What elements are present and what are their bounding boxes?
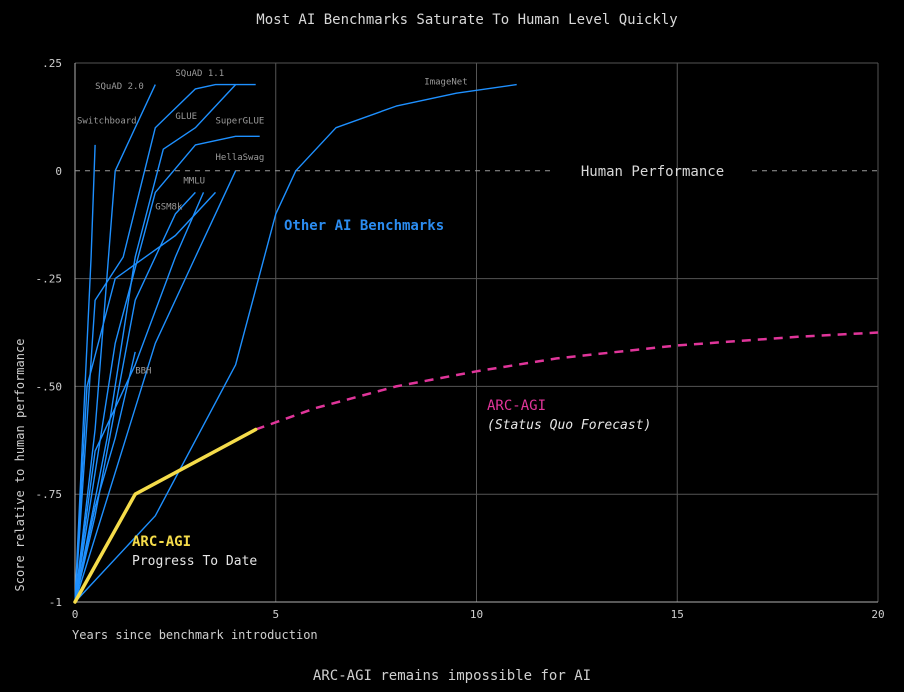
arc-forecast-sublabel: (Status Quo Forecast) (487, 418, 651, 433)
x-axis-label: Years since benchmark introduction (72, 628, 318, 642)
series-line-bbh (74, 351, 136, 603)
series-line-superglue (74, 135, 260, 603)
series-line-hellaswag (74, 170, 237, 603)
y-tick-label-0: 0 (55, 165, 62, 178)
benchmark-label-imagenet: ImageNet (424, 78, 467, 88)
arc-agi-forecast-line (255, 331, 879, 431)
series-line-imagenet (74, 83, 517, 603)
chart-footer: ARC-AGI remains impossible for AI (313, 668, 591, 684)
y-axis-label: Score relative to human performance (13, 339, 27, 592)
series-line-glue (74, 84, 237, 603)
benchmark-label-bbh: BBH (135, 366, 151, 376)
x-tick-label-0: 0 (72, 608, 79, 621)
x-tick-label-10: 10 (470, 608, 483, 621)
human-performance-label: Human Performance (581, 164, 724, 180)
y-tick-label-25: .25 (42, 57, 62, 70)
benchmark-label-squad-2-0: SQuAD 2.0 (95, 82, 144, 92)
benchmark-labels: Switchboard SQuAD 2.0 SQuAD 1.1 GLUE SuperGL… (77, 69, 468, 377)
x-tick-label-15: 15 (671, 608, 684, 621)
x-tick-label-20: 20 (871, 608, 884, 621)
y-tick-label-50: -.50 (36, 380, 63, 393)
arc-agi-series (73, 331, 879, 604)
series-line-gsm8k (74, 191, 196, 603)
benchmark-label-switchboard: Switchboard (77, 116, 137, 126)
y-tick-label-25: -.25 (36, 273, 63, 286)
benchmark-label-squad-1-1: SQuAD 1.1 (175, 69, 224, 79)
series-line-switchboard (74, 144, 96, 603)
axes (74, 63, 878, 603)
benchmark-series (74, 83, 517, 603)
arc-forecast-label: ARC-AGI (487, 398, 546, 414)
tick-labels: 0 5 10 15 20 .25 0 -.25 -.50 -.75 -1 (36, 57, 885, 621)
arc-progress-label: ARC-AGI (132, 534, 191, 550)
series-line-unlabeled-10 (74, 191, 217, 603)
arc-progress-sublabel: Progress To Date (132, 554, 257, 569)
benchmark-label-glue: GLUE (175, 112, 197, 122)
series-line-mmlu (74, 192, 205, 603)
x-tick-label-5: 5 (272, 608, 279, 621)
series-line-squad-1-1 (74, 83, 256, 603)
grid (75, 62, 879, 602)
human-performance-reference: Human Performance (75, 164, 878, 180)
benchmark-label-mmlu: MMLU (183, 177, 205, 187)
y-tick-label-75: -.75 (36, 488, 63, 501)
chart-title: Most AI Benchmarks Saturate To Human Lev… (256, 12, 677, 28)
series-line-squad-2-0 (74, 84, 156, 603)
other-benchmarks-label: Other AI Benchmarks (284, 218, 444, 234)
benchmark-label-gsm8k: GSM8k (155, 203, 183, 213)
arc-agi-progress-line (73, 427, 258, 604)
benchmark-label-superglue: SuperGLUE (216, 116, 265, 126)
benchmark-label-hellaswag: HellaSwag (216, 153, 265, 163)
y-tick-label-1: -1 (49, 596, 62, 609)
